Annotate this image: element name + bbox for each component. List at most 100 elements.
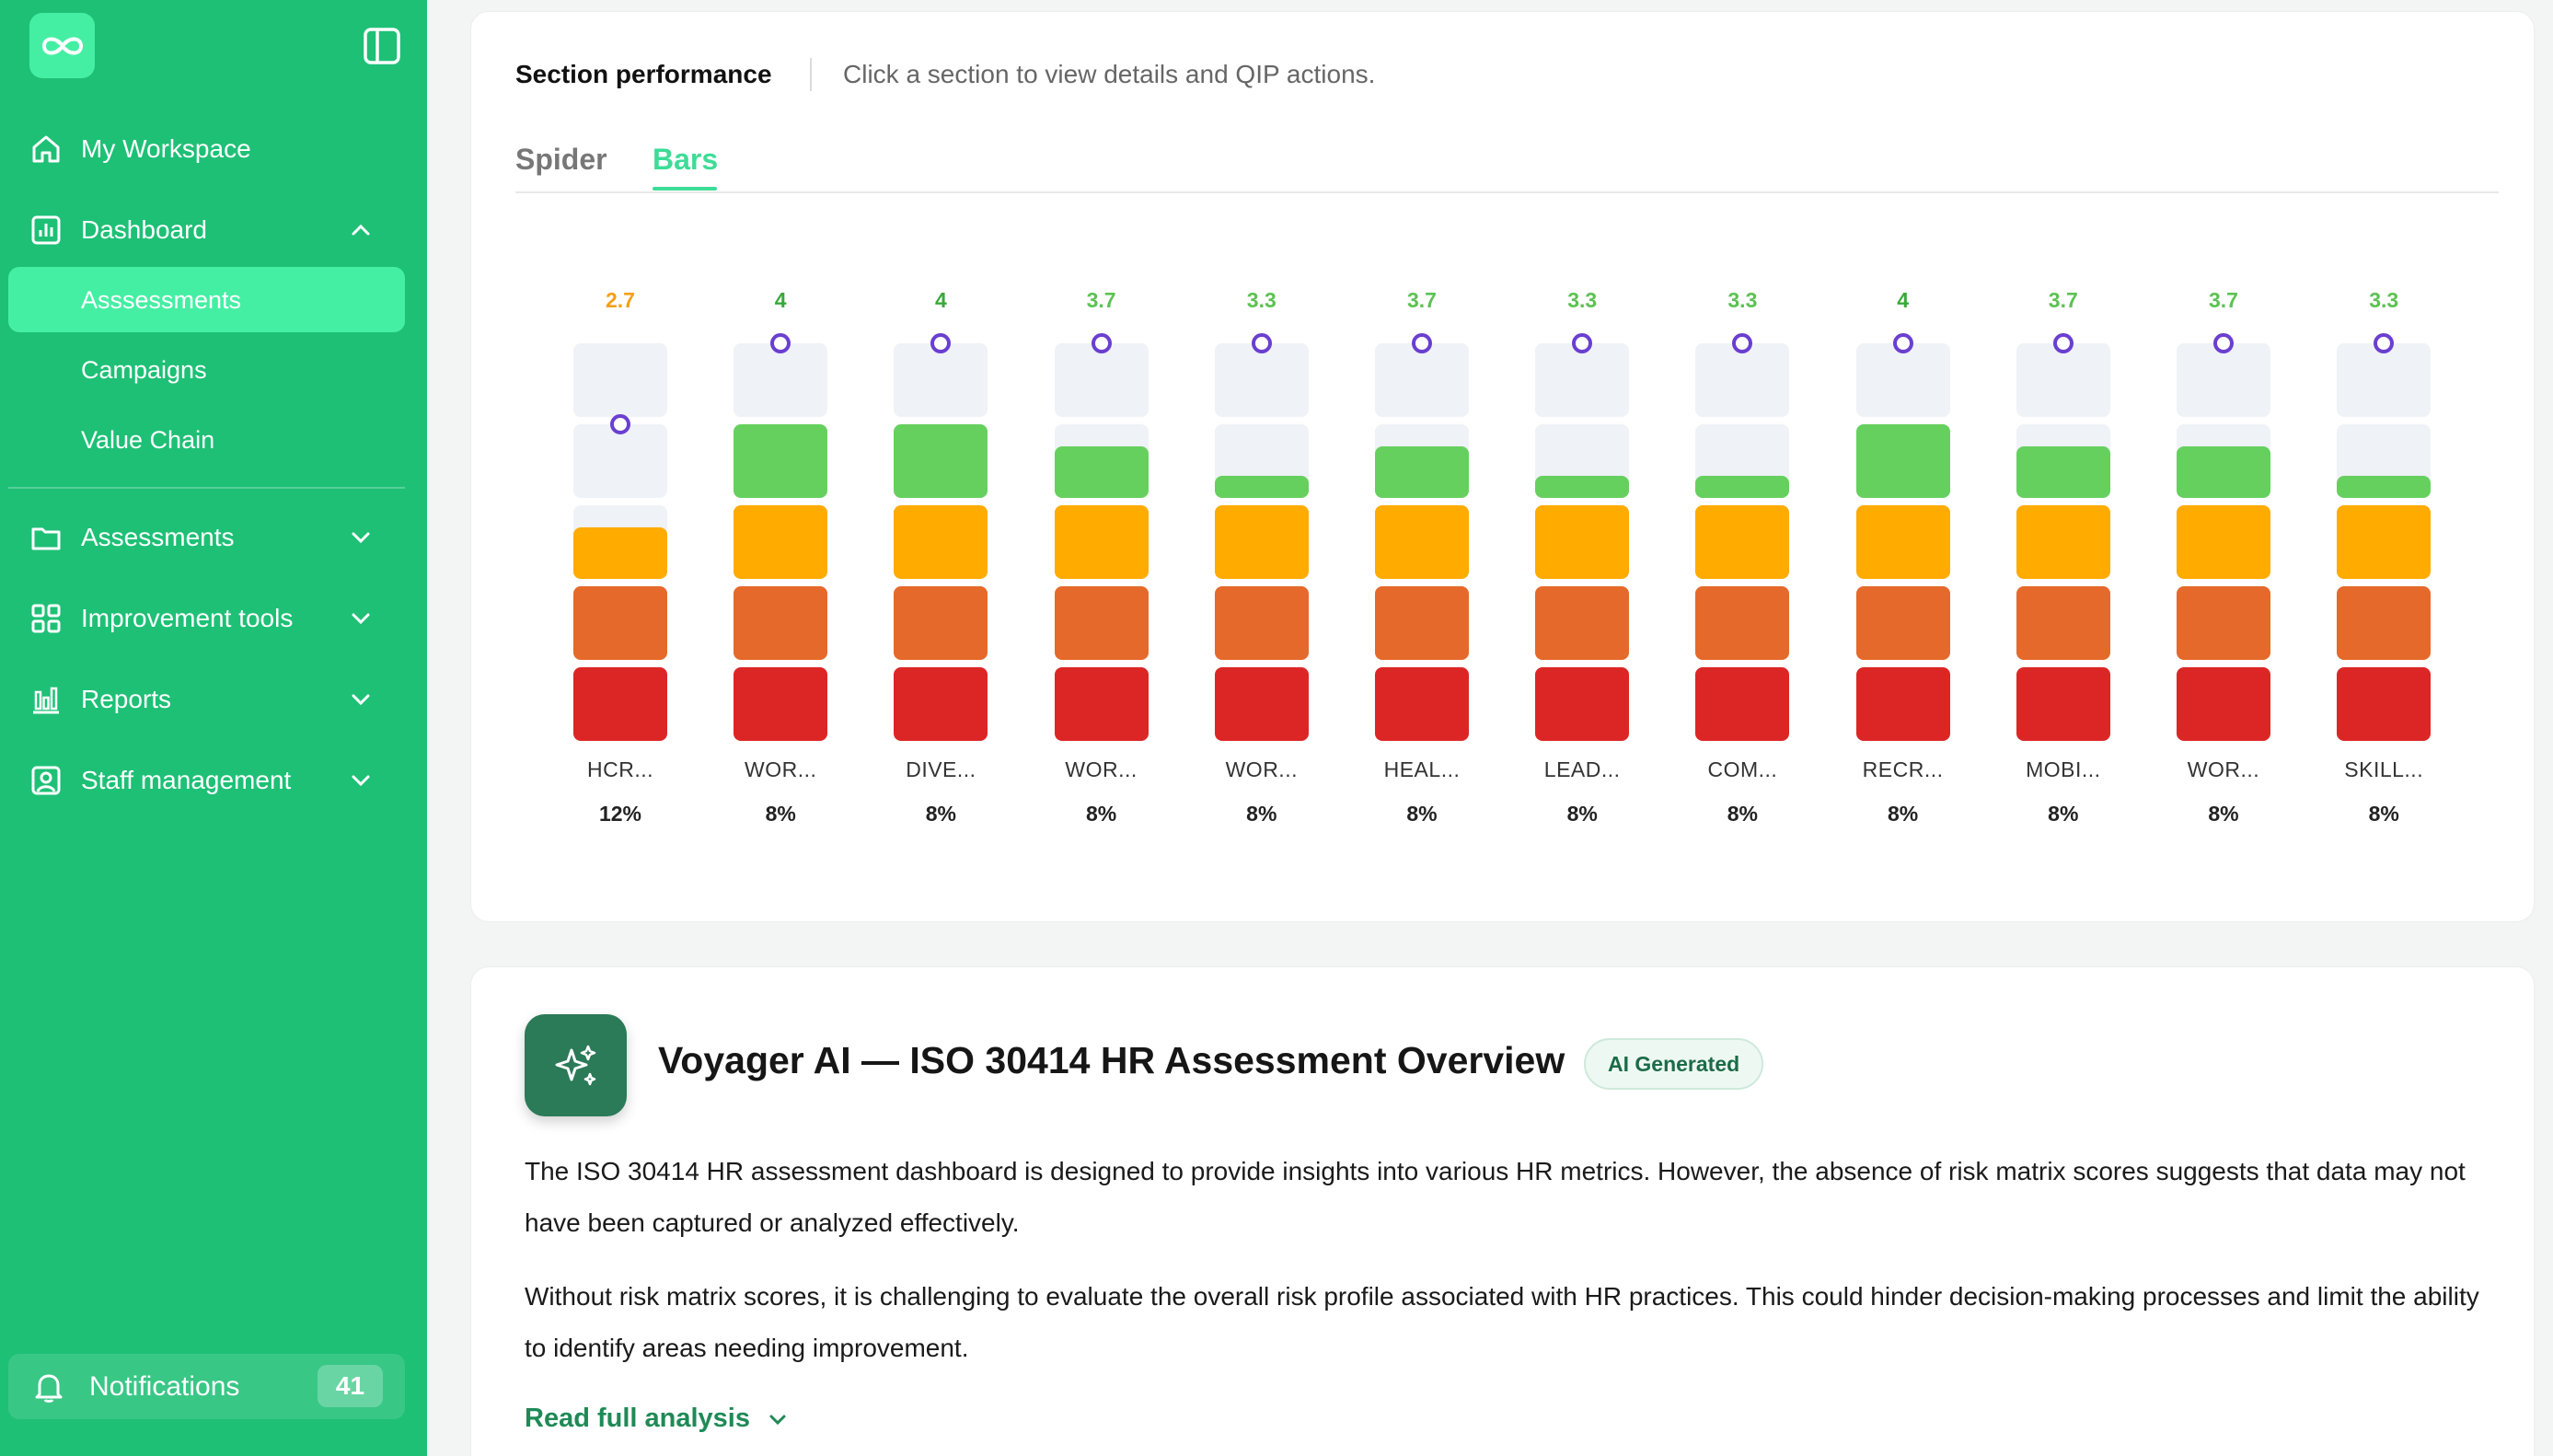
bar-column[interactable]: 3.7 WOR... 8% [2177,288,2270,840]
bar-segment-fill [2337,586,2432,660]
bar-column[interactable]: 4 RECR... 8% [1855,288,1950,840]
bar-segment-fill [1214,586,1309,660]
bar-segment-fill [734,505,828,579]
target-marker [1892,333,1913,353]
nav-assessments[interactable]: Assessments [29,510,398,565]
bar-category-label: LEAD... [1543,757,1621,781]
chevron-down-icon[interactable] [346,685,375,714]
app-logo[interactable] [29,13,95,78]
bar-segment [2016,343,2110,417]
target-marker [770,333,791,353]
nav-improvement-tools[interactable]: Improvement tools [29,591,398,646]
bar-column[interactable]: 3.3 SKILL... 8% [2337,288,2432,840]
target-marker [2374,333,2395,353]
read-full-analysis-link[interactable]: Read full analysis [525,1404,791,1434]
nav-staff-management[interactable]: Staff management [29,753,398,808]
bar-segment-fill [1695,586,1790,660]
bar-column[interactable]: 3.3 WOR... 8% [1214,288,1309,840]
ai-generated-badge: AI Generated [1584,1038,1764,1090]
bar-segment-fill [734,424,828,498]
chevron-up-icon[interactable] [346,215,375,245]
bar-score-label: 3.3 [1727,288,1758,312]
bar-segment [2016,586,2110,660]
bar-segment-fill [1375,446,1469,498]
bar-segment [573,424,667,498]
chevron-down-icon[interactable] [346,604,375,633]
bar-segment-fill [894,586,988,660]
bar-segment [1375,343,1469,417]
bar-column[interactable]: 3.7 MOBI... 8% [2016,288,2110,840]
bar-segment-fill [2337,505,2432,579]
target-marker [1572,333,1593,353]
bar-segment-fill [1054,667,1149,741]
bar-weight-label: 8% [2208,802,2239,826]
bar-segment-fill [2016,505,2110,579]
chevron-down-icon[interactable] [346,523,375,552]
notifications-label: Notifications [89,1370,240,1402]
bar-segment-fill [573,667,667,741]
bar-column[interactable]: 3.3 COM... 8% [1695,288,1790,840]
bar-category-label: WOR... [1225,757,1298,781]
folder-icon [29,521,63,554]
bar-segment [1535,424,1630,498]
bar-segment-fill [2337,667,2432,741]
tabs-divider [515,191,2499,193]
ai-paragraph-2: Without risk matrix scores, it is challe… [525,1282,2479,1362]
bar-weight-label: 8% [1406,802,1438,826]
bar-segment-fill [1855,667,1950,741]
bar-segment [2337,586,2432,660]
nav-dashboard[interactable]: Dashboard [29,202,398,258]
bar-weight-label: 8% [2048,802,2079,826]
bar-segment-fill [1695,667,1790,741]
bar-segment-fill [1375,667,1469,741]
bar-column[interactable]: 4 DIVE... 8% [894,288,988,840]
bar-category-label: SKILL... [2344,757,2424,781]
target-marker [610,414,630,434]
bar-segment [1054,505,1149,579]
bar-column[interactable]: 2.7 HCR... 12% [573,288,667,840]
bar-segment-fill [2016,446,2110,498]
section-subtitle: Click a section to view details and QIP … [843,60,1376,88]
bar-segment [1054,667,1149,741]
chevron-down-icon[interactable] [346,766,375,795]
bar-segment [1695,343,1790,417]
bar-segment [2016,505,2110,579]
bar-segment-fill [2337,476,2432,498]
notifications-button[interactable]: Notifications 41 [8,1354,405,1419]
bar-segment [734,667,828,741]
bar-segment-fill [1535,476,1630,498]
bar-column[interactable]: 4 WOR... 8% [734,288,828,840]
bar-category-label: WOR... [1065,757,1138,781]
bar-segment-fill [2177,446,2270,498]
bar-segment-fill [1214,476,1309,498]
nav-my-workspace-label: My Workspace [81,134,251,163]
bar-segment-fill [2016,586,2110,660]
sidebar-toggle-button[interactable] [362,26,402,66]
bar-segment [1695,667,1790,741]
bar-segment [1375,424,1469,498]
bar-segment [2177,586,2270,660]
nav-sub-campaigns[interactable]: Campaigns [81,355,207,384]
bar-segment [2016,424,2110,498]
nav-sub-value-chain[interactable]: Value Chain [81,425,215,454]
tab-spider[interactable]: Spider [515,143,607,176]
bar-segment [1855,586,1950,660]
nav-my-workspace[interactable]: My Workspace [29,121,398,177]
bar-score-label: 4 [774,288,787,312]
nav-reports[interactable]: Reports [29,672,398,727]
bar-segment [1855,505,1950,579]
ai-overview-card: Voyager AI — ISO 30414 HR Assessment Ove… [470,966,2535,1456]
nav-sub-assessments[interactable]: Asssessments [81,285,242,314]
bar-score-label: 3.7 [1086,288,1116,312]
bar-segment [2337,424,2432,498]
bar-category-label: COM... [1707,757,1778,781]
bar-column[interactable]: 3.7 WOR... 8% [1054,288,1149,840]
bar-column[interactable]: 3.7 HEAL... 8% [1375,288,1469,840]
bar-score-label: 3.7 [2048,288,2078,312]
bar-segment [1214,424,1309,498]
active-tab-indicator [653,187,717,191]
bar-column[interactable]: 3.3 LEAD... 8% [1535,288,1630,840]
tab-bars[interactable]: Bars [653,143,719,176]
target-marker [930,333,952,353]
infinity-icon [41,37,83,54]
